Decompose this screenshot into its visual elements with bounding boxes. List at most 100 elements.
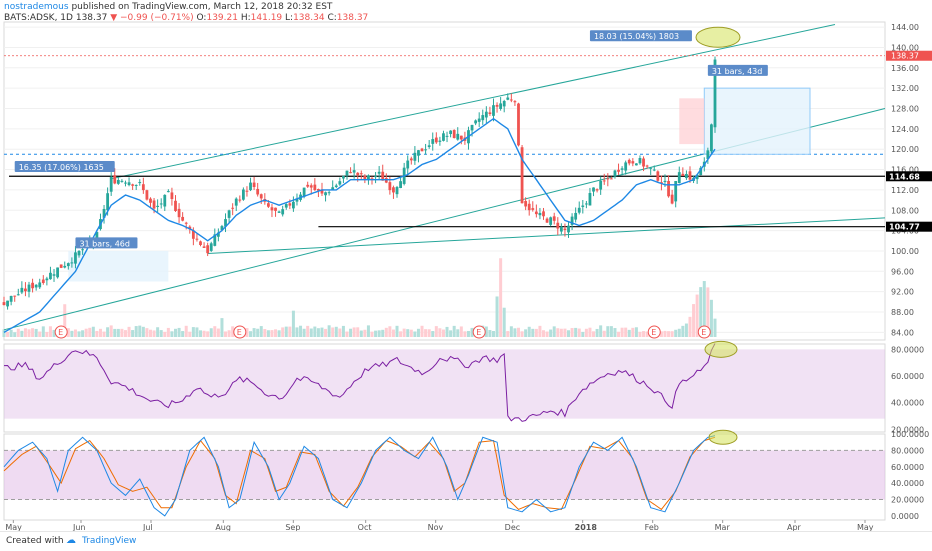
volume-bar [124, 330, 127, 337]
volume-bar [424, 329, 427, 337]
highlight-ellipse [696, 27, 740, 47]
volume-bar [642, 331, 645, 337]
volume-bar [174, 329, 177, 337]
price-tick-label: 96.00 [891, 267, 914, 276]
candle-body [281, 209, 284, 214]
candle-body [49, 273, 52, 279]
candle-body [210, 243, 213, 251]
time-tick-label: Jul [142, 523, 153, 531]
candle-body [178, 209, 181, 217]
measure-label: 31 bars, 46d [79, 239, 130, 248]
volume-bar [531, 329, 534, 337]
candle-body [106, 193, 109, 210]
candle-body [67, 263, 70, 266]
candle-body [156, 206, 159, 207]
stoch-tick-label: 60.0000 [891, 463, 924, 472]
volume-bar [45, 332, 48, 337]
candle-body [581, 206, 584, 207]
volume-bar [635, 327, 638, 337]
candle-body [442, 133, 445, 141]
volume-bar [345, 332, 348, 337]
candle-body [342, 176, 345, 178]
volume-bar [406, 329, 409, 337]
volume-bar [678, 329, 681, 337]
candle-body [667, 181, 670, 196]
volume-bar [328, 325, 331, 337]
candle-body [710, 124, 713, 151]
volume-bar [99, 329, 102, 337]
volume-bar [360, 331, 363, 337]
volume-bar [295, 327, 298, 337]
volume-bar [374, 331, 377, 337]
price-tick-label: 128.00 [891, 104, 919, 113]
volume-bar [31, 328, 34, 337]
candle-body [235, 199, 238, 206]
volume-bar [624, 328, 627, 337]
volume-bar [249, 331, 252, 337]
volume-bar [292, 311, 295, 337]
volume-bar [153, 330, 156, 337]
price-tick-label: 100.00 [891, 247, 919, 256]
time-tick-label: Apr [787, 523, 802, 531]
tradingview-brand[interactable]: TradingView [82, 536, 136, 546]
volume-bar [185, 326, 188, 337]
volume-bar [463, 331, 466, 337]
candle-body [292, 202, 295, 209]
price-tick-label: 84.00 [891, 328, 914, 337]
candle-body [621, 168, 624, 169]
volume-bar [603, 331, 606, 337]
candle-body [421, 149, 424, 152]
volume-bar [460, 326, 463, 337]
candle-body [674, 181, 677, 201]
candle-body [617, 170, 620, 172]
candle-body [642, 159, 645, 167]
candle-body [324, 192, 327, 195]
volume-bar [538, 326, 541, 337]
volume-bar [596, 329, 599, 337]
volume-bar [488, 330, 491, 337]
volume-bar [228, 330, 231, 337]
volume-bar [349, 329, 352, 337]
volume-bar [542, 330, 545, 337]
volume-bar [449, 330, 452, 337]
volume-bar [145, 328, 148, 337]
candle-body [206, 245, 209, 253]
volume-bar [610, 326, 613, 337]
volume-bar [10, 330, 13, 337]
candle-body [231, 208, 234, 209]
price-tick-label: 124.00 [891, 125, 919, 134]
candle-body [228, 210, 231, 218]
candle-body [163, 195, 166, 207]
candle-body [378, 172, 381, 174]
volume-bar [503, 308, 506, 337]
price-panel: 144.00140.00136.00132.00128.00124.00120.… [3, 22, 932, 340]
candle-body [74, 252, 77, 263]
volume-bar [421, 326, 424, 337]
volume-bar [578, 329, 581, 337]
candle-body [70, 262, 73, 263]
candle-body [585, 203, 588, 204]
volume-bar [667, 331, 670, 337]
candle-body [438, 141, 441, 142]
volume-bar [392, 330, 395, 337]
candle-body [167, 191, 170, 192]
candle-body [610, 178, 613, 179]
candle-body [474, 120, 477, 123]
candle-body [146, 190, 149, 199]
volume-bar [156, 327, 159, 337]
candle-body [78, 251, 81, 255]
candle-body [535, 212, 538, 215]
candle-body [564, 229, 567, 230]
candle-body [388, 182, 391, 190]
time-tick-label: 2018 [575, 523, 598, 531]
volume-bar [128, 327, 131, 337]
candle-body [110, 177, 113, 192]
volume-bar [181, 331, 184, 337]
candle-body [678, 172, 681, 183]
volume-bar [281, 327, 284, 337]
candle-body [260, 194, 263, 198]
volume-bar [270, 330, 273, 337]
chart-svg[interactable]: 144.00140.00136.00132.00128.00124.00120.… [0, 0, 932, 531]
volume-bar [363, 330, 366, 337]
